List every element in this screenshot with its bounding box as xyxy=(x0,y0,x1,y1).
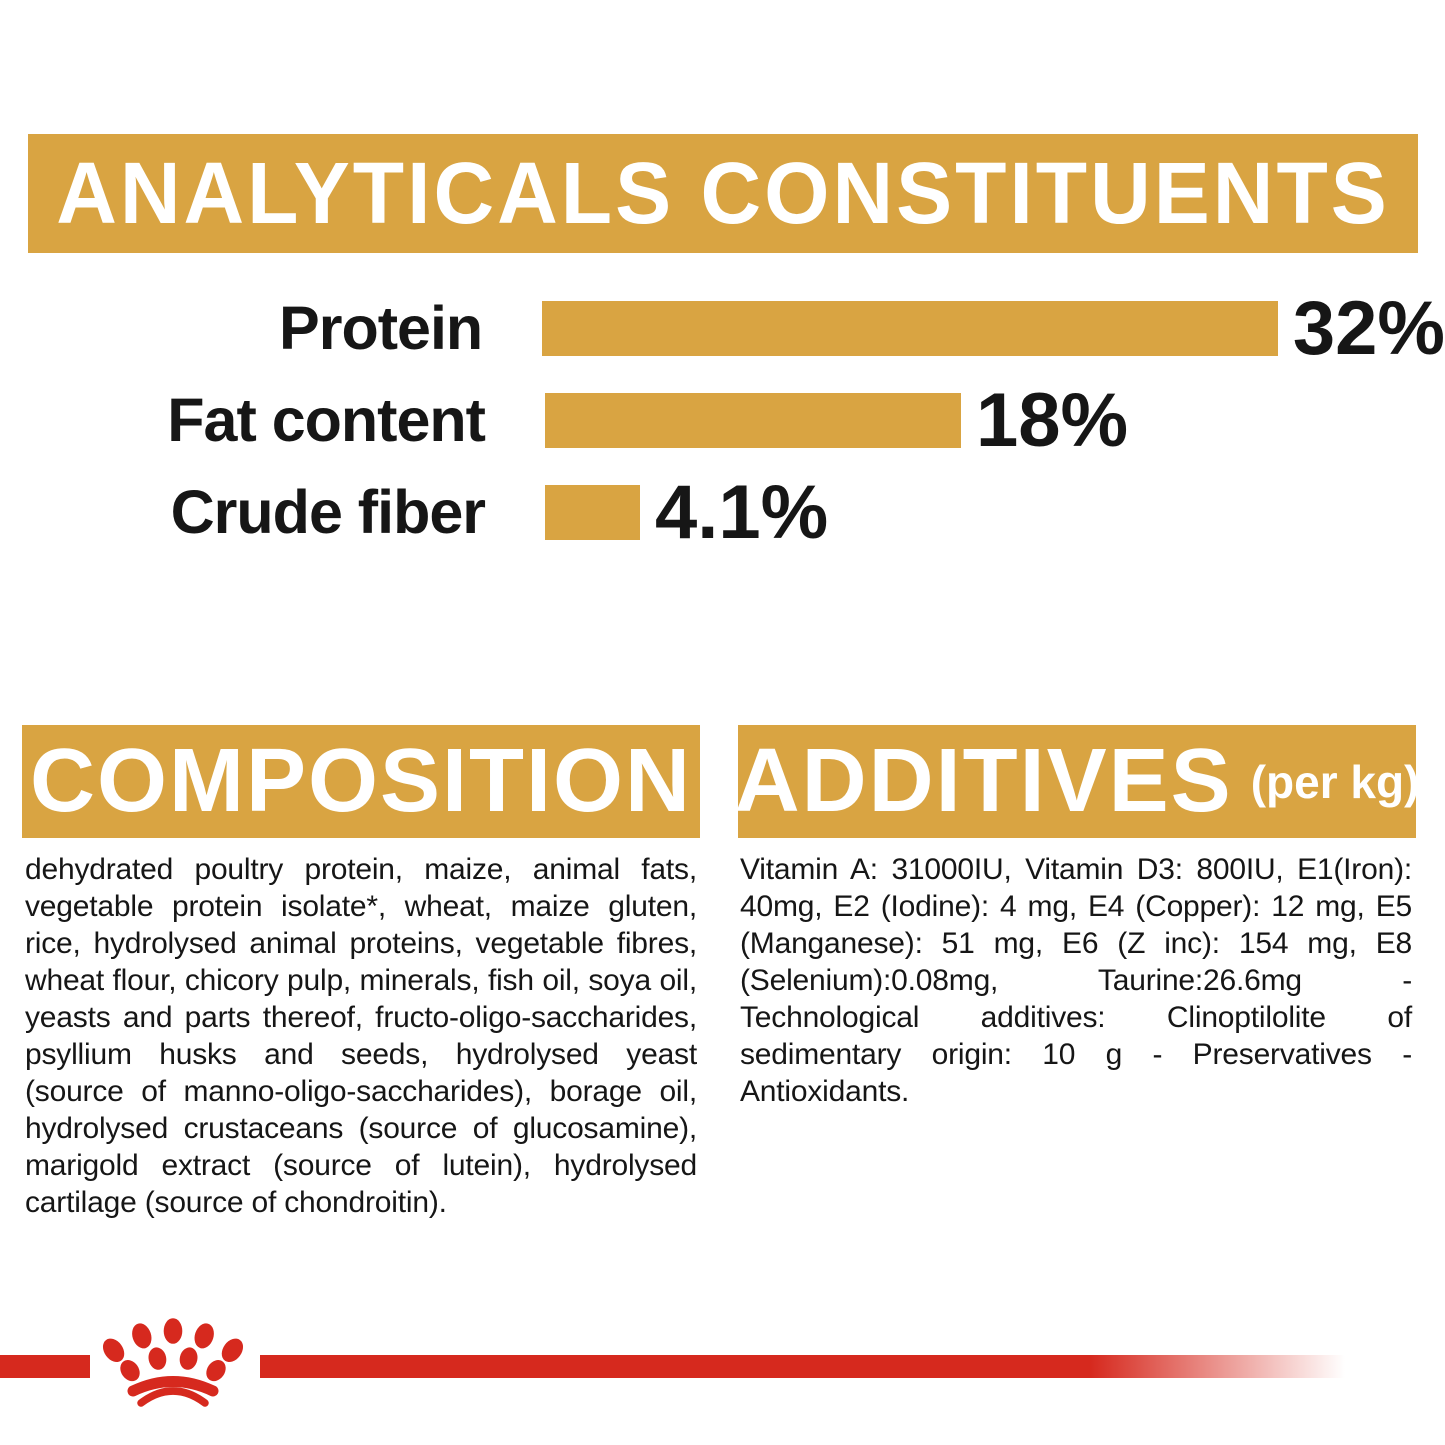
value-fat-content: 18% xyxy=(976,378,1129,463)
stripe-right-segment xyxy=(260,1355,1345,1378)
composition-body: dehydrated poultry protein, maize, anima… xyxy=(25,853,697,1219)
bar-fat-content xyxy=(545,393,961,448)
value-crude-fiber: 4.1% xyxy=(655,470,829,555)
analyticals-banner: ANALYTICALS CONSTITUENTS xyxy=(28,134,1418,253)
royal-canin-crown-icon xyxy=(102,1318,244,1407)
additives-banner: ADDITIVES (per kg) xyxy=(734,725,1419,838)
chart-row-protein: Protein 32% xyxy=(0,286,1445,371)
chart-label-crude-fiber: Crude fiber xyxy=(170,478,486,546)
additives-body: Vitamin A: 31000IU, Vitamin D3: 800IU, E… xyxy=(740,853,1412,1108)
bar-protein xyxy=(542,301,1278,356)
additives-title: ADDITIVES xyxy=(734,731,1233,831)
analyticals-title: ANALYTICALS CONSTITUENTS xyxy=(56,144,1390,242)
chart-label-fat-content: Fat content xyxy=(167,386,486,454)
composition-banner: COMPOSITION xyxy=(22,725,700,838)
footer-brand-stripe xyxy=(0,1318,1345,1407)
value-protein: 32% xyxy=(1292,286,1445,371)
chart-row-crude-fiber: Crude fiber 4.1% xyxy=(0,470,1445,555)
chart-label-protein: Protein xyxy=(279,294,483,362)
nutrition-bar-chart: Protein 32% Fat content 18% Crude fiber … xyxy=(0,286,1445,577)
stripe-left-segment xyxy=(0,1355,90,1378)
chart-row-fat-content: Fat content 18% xyxy=(0,378,1445,463)
composition-title: COMPOSITION xyxy=(29,731,693,831)
bar-crude-fiber xyxy=(545,485,640,540)
additives-title-suffix: (per kg) xyxy=(1250,755,1420,808)
